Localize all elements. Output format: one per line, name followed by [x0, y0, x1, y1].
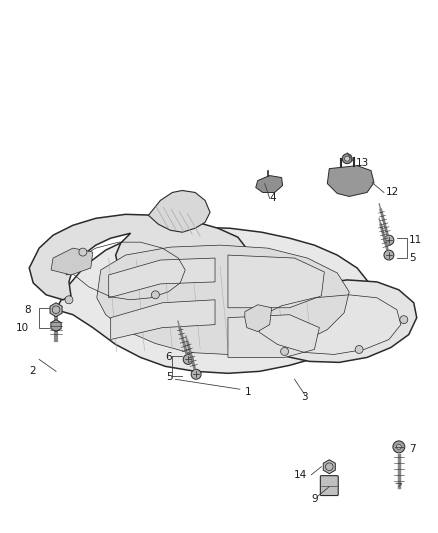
Polygon shape — [245, 280, 417, 362]
Circle shape — [384, 235, 394, 245]
Polygon shape — [148, 190, 210, 232]
Circle shape — [396, 445, 401, 449]
Circle shape — [191, 369, 201, 379]
Text: 5: 5 — [167, 372, 173, 382]
Polygon shape — [245, 305, 272, 332]
Circle shape — [342, 154, 352, 164]
Circle shape — [152, 291, 159, 299]
Text: 13: 13 — [356, 158, 369, 168]
Polygon shape — [327, 166, 374, 197]
Circle shape — [400, 316, 408, 324]
Text: 4: 4 — [270, 193, 276, 204]
Text: 11: 11 — [409, 235, 422, 245]
Polygon shape — [56, 227, 374, 373]
Circle shape — [384, 250, 394, 260]
Polygon shape — [228, 314, 319, 358]
Circle shape — [281, 348, 289, 356]
Circle shape — [345, 156, 350, 161]
Text: 6: 6 — [166, 352, 172, 362]
Circle shape — [393, 441, 405, 453]
Text: 3: 3 — [301, 392, 308, 402]
FancyBboxPatch shape — [320, 475, 338, 496]
Text: 12: 12 — [386, 188, 399, 197]
Text: 5: 5 — [409, 253, 415, 263]
Text: 1: 1 — [245, 387, 251, 397]
Polygon shape — [51, 320, 61, 332]
Polygon shape — [323, 460, 336, 474]
Polygon shape — [109, 258, 215, 298]
Polygon shape — [228, 255, 324, 308]
Polygon shape — [29, 214, 248, 300]
Polygon shape — [50, 303, 62, 317]
Text: 10: 10 — [16, 322, 29, 333]
Circle shape — [79, 248, 87, 256]
Text: 14: 14 — [294, 470, 307, 480]
Circle shape — [183, 354, 193, 365]
Text: 7: 7 — [409, 444, 415, 454]
Polygon shape — [256, 175, 283, 192]
Text: 8: 8 — [25, 305, 31, 314]
Circle shape — [355, 345, 363, 353]
Text: 9: 9 — [311, 494, 318, 504]
Text: 2: 2 — [29, 366, 36, 376]
Circle shape — [65, 296, 73, 304]
Polygon shape — [97, 245, 349, 354]
Polygon shape — [111, 300, 215, 340]
Polygon shape — [51, 248, 93, 275]
